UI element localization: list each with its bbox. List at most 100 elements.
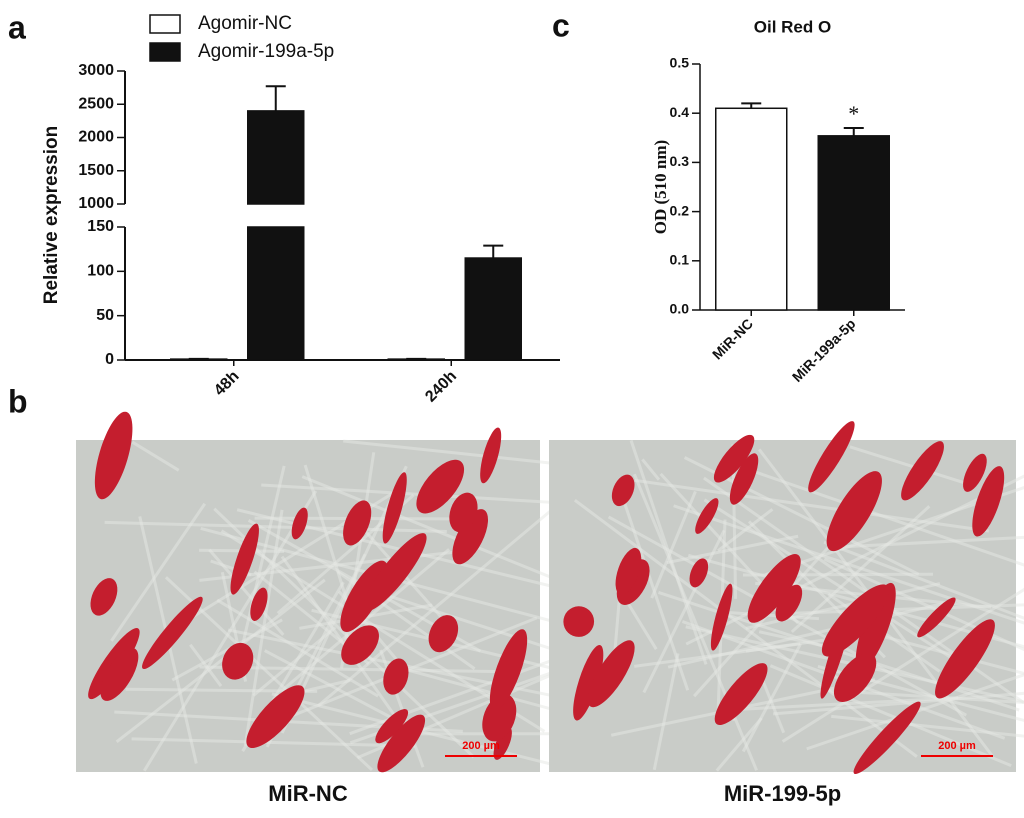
y-tick-label: 2500	[78, 95, 114, 112]
texture	[758, 630, 835, 650]
legend-swatch	[149, 14, 181, 34]
y-tick-label: 2000	[78, 129, 114, 146]
lipid-droplet	[573, 645, 604, 721]
bar	[817, 135, 890, 311]
texture	[295, 678, 351, 695]
lipid-droplet	[377, 714, 426, 773]
lipid-droplet	[855, 582, 896, 671]
texture	[849, 445, 967, 485]
lipid-droplet	[820, 607, 852, 699]
texture	[666, 534, 799, 565]
x-tick-label: MiR-NC	[709, 315, 756, 362]
significance: *	[848, 101, 859, 126]
lipid-droplet	[611, 474, 635, 507]
caption: MiR-199-5p	[724, 781, 841, 806]
texture	[171, 618, 283, 682]
lipid-droplet	[375, 709, 409, 744]
lipid-droplet	[747, 554, 801, 623]
texture	[745, 582, 941, 630]
lipid-droplet	[935, 619, 995, 699]
texture	[652, 653, 680, 771]
texture	[110, 502, 207, 642]
y-tick-label: 0.4	[670, 104, 690, 120]
texture	[252, 626, 337, 697]
texture	[271, 692, 574, 772]
lipid-droplet	[963, 453, 987, 492]
lipid-droplet	[695, 498, 719, 534]
bar	[247, 110, 305, 205]
lipid-droplet	[363, 533, 427, 612]
texture	[216, 598, 379, 698]
texture	[765, 486, 1024, 576]
lipid-droplet	[383, 658, 409, 695]
lipid-droplet	[428, 615, 459, 653]
chart-title: Oil Red O	[754, 17, 831, 36]
texture	[189, 643, 223, 687]
texture	[823, 540, 1024, 620]
lipid-droplet	[291, 507, 308, 540]
y-tick-label: 0	[105, 351, 114, 368]
lipid-droplet	[382, 472, 407, 544]
y-axis-label: Relative expression	[41, 126, 62, 304]
lipid-droplet	[972, 466, 1005, 537]
lipid-droplet	[901, 441, 944, 501]
texture	[131, 440, 180, 472]
y-tick-label: 3000	[78, 62, 114, 79]
lipid-droplet	[587, 640, 635, 708]
x-tick-label: MiR-199a-5p	[789, 315, 859, 385]
texture	[573, 498, 918, 758]
y-tick-label: 0.2	[670, 202, 690, 218]
panel-label: b	[8, 383, 28, 419]
scale-bar-label: 200 µm	[938, 740, 976, 752]
lipid-droplet	[710, 583, 733, 651]
y-tick-label: 1000	[78, 195, 114, 212]
texture	[164, 576, 373, 772]
x-tick-label: 240h	[422, 368, 460, 406]
texture	[769, 664, 1012, 768]
lipid-droplet	[729, 453, 759, 505]
micrographs: 200 µm MiR-NC 200 µm MiR-199-5p	[76, 411, 1024, 806]
y-tick-label: 50	[96, 307, 114, 324]
texture	[726, 460, 1024, 567]
y-tick-label: 100	[87, 263, 114, 280]
legend-label: Agomir-199a-5p	[198, 41, 334, 62]
lipid-droplet	[826, 471, 882, 552]
y-tick-label: 0.5	[670, 55, 690, 71]
lipid-droplet	[250, 587, 268, 621]
texture	[632, 473, 758, 771]
lipid-droplet	[833, 652, 877, 703]
y-tick-label: 0.3	[670, 153, 690, 169]
y-tick-label: 1500	[78, 162, 114, 179]
lipid-droplet	[714, 663, 768, 725]
legend-label: Agomir-NC	[198, 13, 292, 34]
y-axis-label: OD (510 nm)	[651, 140, 670, 234]
texture	[827, 535, 1024, 550]
lipid-droplet	[489, 629, 528, 711]
lipid-droplet	[341, 625, 379, 665]
lipid-droplet	[713, 434, 755, 483]
scale-bar-label: 200 µm	[462, 740, 500, 752]
lipid-droplet	[808, 421, 855, 493]
bar	[247, 226, 305, 361]
y-tick-label: 150	[87, 218, 114, 235]
lipid-droplet	[775, 584, 803, 622]
texture	[806, 673, 1024, 751]
lipid-droplet	[343, 500, 372, 546]
texture	[715, 717, 763, 772]
bar	[464, 257, 522, 361]
lipid-droplet	[480, 427, 502, 484]
bar	[715, 107, 788, 311]
texture	[213, 507, 475, 759]
texture	[199, 665, 514, 674]
lipid-droplet	[917, 597, 956, 638]
lipid-droplet	[563, 606, 595, 637]
lipid-droplet	[449, 492, 478, 533]
y-tick-label: 0.0	[670, 301, 690, 317]
lipid-droplet	[452, 509, 489, 565]
lipid-droplet	[246, 685, 305, 748]
lipid-droplet	[416, 459, 465, 514]
texture	[317, 473, 595, 707]
lipid-droplet	[493, 726, 512, 760]
lipid-droplet	[90, 578, 118, 616]
